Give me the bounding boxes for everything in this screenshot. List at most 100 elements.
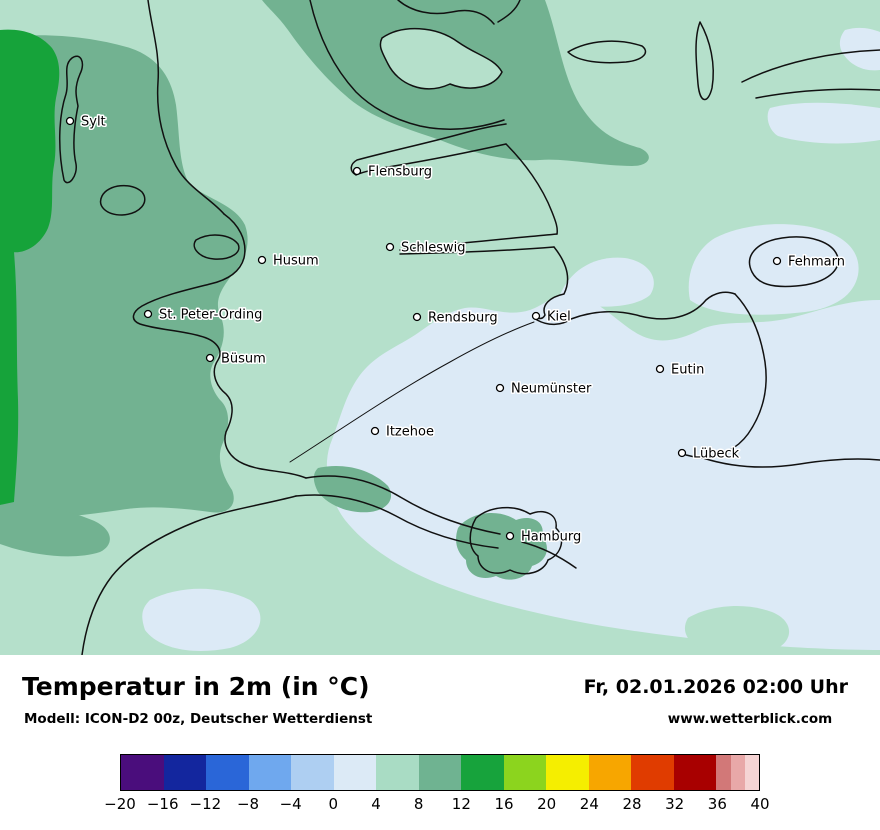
colorbar-segment: [206, 755, 249, 790]
temperature-map: Sylt Flensburg Husum Schleswig St. Peter-Ord…: [0, 0, 880, 655]
city-marker-eutin: [655, 364, 665, 374]
colorbar-segment: [418, 755, 462, 790]
city-marker-sylt: [65, 116, 75, 126]
elbe-south-bank: [295, 494, 499, 549]
forecast-datetime: Fr, 02.01.2026 02:00 Uhr: [583, 676, 848, 698]
city-marker-büsum: [205, 353, 215, 363]
hamburg-border: [469, 506, 563, 575]
colorbar-tick: −16: [146, 795, 179, 813]
city-marker-schleswig: [385, 242, 395, 252]
city-marker-neumünster: [495, 383, 505, 393]
temperature-colorbar: [120, 754, 760, 791]
colorbar-segment: [588, 755, 632, 790]
colorbar-segment: [248, 755, 292, 790]
danish-west-coastline: [147, 0, 225, 215]
kiel-fjord-coastline: [536, 246, 736, 326]
city-marker-fehmarn: [772, 256, 782, 266]
inland-cold-region: [326, 294, 880, 650]
cold-patch-south: [142, 588, 261, 651]
city-label: Lübeck: [693, 447, 740, 462]
lower-saxony-coastline: [81, 495, 297, 655]
colorbar-tick: −4: [279, 795, 302, 813]
model-info: Modell: ICON-D2 00z, Deutscher Wetterdie…: [24, 711, 373, 727]
website-label: www.wetterblick.com: [667, 711, 833, 727]
colorbar-tick: 8: [413, 795, 424, 813]
city-label: Neumünster: [511, 382, 592, 397]
aeroe-island-coastline: [567, 40, 647, 64]
colorbar-segment: [163, 755, 207, 790]
nordstrand-coastline: [193, 234, 240, 260]
city-marker-itzehoe: [370, 426, 380, 436]
colorbar-ticks: −20 −16 −12 −8 −4 0 4 8 12 16 20 24 28 32 36 40: [104, 795, 769, 817]
colorbar-tick: 16: [494, 795, 514, 813]
colorbar-segment: [503, 755, 547, 790]
colorbar-tick: 24: [579, 795, 599, 813]
flensburg-fjord-coastline: [350, 123, 507, 176]
city-label: Eutin: [671, 363, 704, 378]
colorbar-tick: 4: [371, 795, 381, 813]
colorbar-segment: [121, 755, 164, 790]
city-label: St. Peter-Ording: [159, 308, 262, 323]
als-island: [379, 28, 503, 90]
colorbar-tick: 40: [750, 795, 770, 813]
coastlines: [59, 0, 880, 655]
colorbar-tick: 20: [537, 795, 557, 813]
city-label: Sylt: [81, 115, 106, 130]
kiel-canal: [289, 321, 535, 463]
danish-baltic-coastline: [309, 0, 505, 131]
elbe-mouth-mild-patch: [313, 466, 392, 513]
colorbar-tick: 0: [328, 795, 339, 813]
baltic-coastline-north: [505, 143, 558, 235]
colorbar-tick: 32: [665, 795, 685, 813]
city-marker-hamburg: [505, 531, 515, 541]
colorbar-segment: [673, 755, 717, 790]
elbe-upstream: [521, 541, 577, 569]
colorbar-tick: −12: [189, 795, 222, 813]
colorbar-segment: [333, 755, 377, 790]
schlei-inlet: [399, 233, 558, 255]
city-label: Itzehoe: [386, 425, 434, 440]
colorbar-segment: [376, 755, 419, 790]
funen-coastline: [397, 0, 521, 25]
colorbar-segment: [716, 755, 731, 790]
colorbar-tick: 12: [451, 795, 471, 813]
colorbar-segment: [461, 755, 504, 790]
colorbar-tick: 28: [622, 795, 642, 813]
fehmarn-island-coastline: [748, 236, 839, 288]
sylt-island-coastline: [59, 55, 84, 184]
cold-patch-northeast-2: [767, 102, 880, 144]
city-label: Schleswig: [401, 241, 466, 256]
colorbar-tick: −20: [104, 795, 136, 813]
city-label: Fehmarn: [788, 255, 845, 270]
open-sea-warm-region: [0, 29, 60, 505]
city-marker-rendsburg: [412, 312, 422, 322]
city-marker-kiel: [531, 311, 541, 321]
west-coastline: [132, 213, 307, 479]
city-marker-flensburg: [352, 166, 362, 176]
colorbar-segment: [291, 755, 334, 790]
colorbar-tick: −8: [236, 795, 260, 813]
southwest-mild-patch: [0, 504, 110, 557]
cold-patch-northeast-1: [839, 27, 880, 71]
city-label: Rendsburg: [428, 311, 498, 326]
luebeck-bay-coastline: [702, 457, 880, 468]
city-marker-husum: [257, 255, 267, 265]
colorbar-segment: [744, 755, 759, 790]
west-coast-mild-region: [0, 35, 248, 519]
city-marker-lübeck: [677, 448, 687, 458]
city-label: Büsum: [221, 352, 266, 367]
colorbar-tick: 36: [707, 795, 727, 813]
colorbar-segment: [631, 755, 674, 790]
page-title: Temperatur in 2m (in °C): [22, 672, 370, 701]
city-label: Husum: [273, 254, 319, 269]
colorbar-segment: [730, 755, 745, 790]
lolland-coastline: [741, 49, 880, 99]
city-label: Flensburg: [368, 165, 432, 180]
east-holstein-coastline: [685, 293, 767, 459]
city-markers: Sylt Flensburg Husum Schleswig St. Peter-Ord…: [65, 113, 847, 546]
langeland-island-coastline: [695, 21, 715, 101]
city-label: Hamburg: [521, 530, 581, 545]
cold-patch-eckernfoerde: [560, 257, 654, 307]
foehr-island-coastline: [100, 184, 146, 216]
